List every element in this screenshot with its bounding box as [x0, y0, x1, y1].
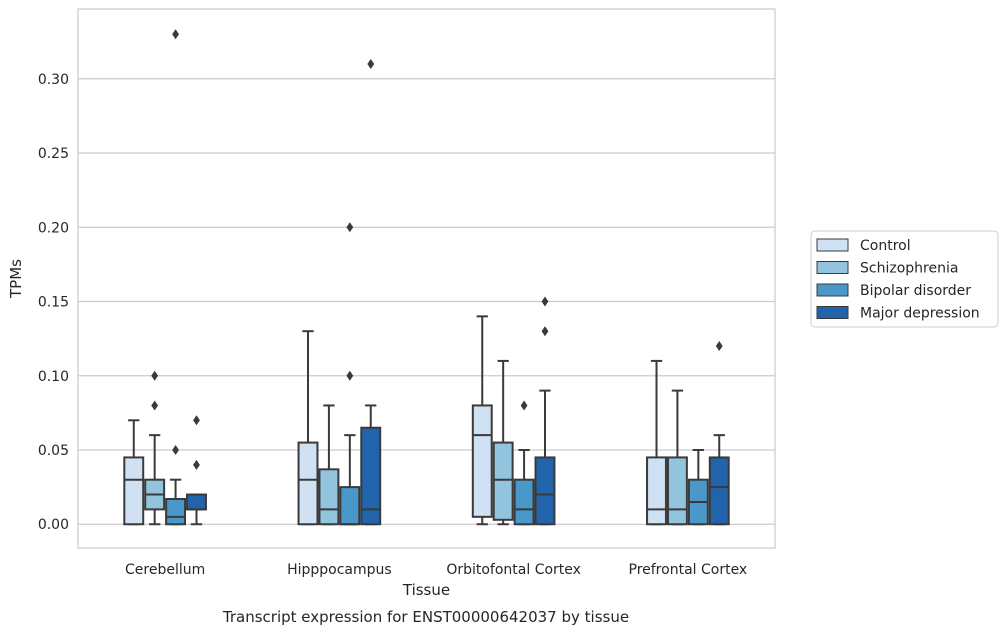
y-tick-label: 0.25: [38, 146, 69, 162]
y-axis-label: TPMs: [7, 259, 25, 299]
legend-label: Major depression: [860, 306, 980, 322]
outlier-point: [520, 400, 528, 411]
box-iqr: [165, 498, 187, 526]
legend-label: Schizophrenia: [860, 261, 958, 277]
legend-frame: [810, 230, 999, 328]
outlier-point: [193, 415, 200, 426]
box-cerebellum-bipolar-disorder: [165, 29, 187, 526]
x-tick-label: Prefrontal Cortex: [629, 562, 748, 578]
legend-swatch: [816, 238, 849, 252]
outlier-point: [541, 296, 549, 307]
outlier-point: [151, 400, 159, 411]
chart-caption: Transcript expression for ENST0000064203…: [222, 608, 629, 626]
box-iqr: [534, 456, 556, 526]
box-iqr: [471, 404, 493, 518]
box-iqr: [513, 478, 535, 526]
box-hipppocampus-schizophrenia: [318, 404, 340, 526]
box-iqr: [297, 441, 319, 526]
y-tick-label: 0.15: [38, 295, 69, 311]
box-iqr: [186, 493, 207, 511]
legend-swatch: [816, 261, 849, 274]
y-tick-label: 0.30: [38, 72, 69, 88]
box-iqr: [123, 456, 145, 526]
box-cerebellum-schizophrenia: [144, 370, 166, 526]
y-tick-labels: 0.00 0.05 0.10 0.15 0.20 0.25 0.30: [38, 72, 69, 533]
box-iqr: [360, 426, 382, 526]
y-tick-label: 0.05: [38, 443, 69, 459]
box-iqr: [708, 456, 730, 526]
y-tick-label: 0.10: [38, 369, 69, 385]
outlier-point: [715, 341, 723, 352]
box-hipppocampus-major-depression: [360, 58, 382, 526]
box-prefrontal-cortex-schizophrenia: [666, 389, 688, 526]
x-tick-labels: Cerebellum Hipppocampus Orbitofontal Corte…: [125, 562, 747, 578]
box-prefrontal-cortex-bipolar-disorder: [687, 449, 709, 526]
plot-frame: [77, 8, 776, 549]
legend-label: Bipolar disorder: [860, 283, 971, 299]
box-iqr: [339, 486, 361, 526]
outlier-point: [193, 459, 200, 470]
box-orbitofontal-cortex-schizophrenia: [492, 359, 514, 526]
outlier-point: [172, 29, 179, 40]
box-cerebellum-control: [123, 419, 145, 526]
box-hipppocampus-bipolar-disorder: [339, 222, 361, 526]
grid-lines: [78, 78, 775, 525]
box-orbitofontal-cortex-control: [471, 315, 493, 526]
x-tick-label: Hipppocampus: [287, 562, 392, 578]
y-tick-label: 0.00: [38, 517, 69, 533]
x-tick-label: Orbitofontal Cortex: [446, 562, 581, 578]
boxes-layer: [123, 29, 730, 526]
outlier-point: [172, 445, 179, 455]
box-prefrontal-cortex-major-depression: [708, 341, 730, 526]
box-iqr: [492, 441, 514, 521]
legend-label: Control: [860, 238, 911, 254]
box-orbitofontal-cortex-bipolar-disorder: [513, 400, 535, 526]
box-prefrontal-cortex-control: [646, 359, 667, 526]
x-tick-label: Cerebellum: [125, 562, 205, 578]
legend: Control Schizophrenia Bipolar disorder Majo…: [810, 230, 999, 328]
box-iqr: [666, 456, 688, 526]
legend-swatch: [816, 283, 849, 297]
outlier-point: [346, 222, 354, 233]
box-orbitofontal-cortex-major-depression: [534, 296, 556, 526]
box-hipppocampus-control: [297, 330, 319, 526]
outlier-point: [151, 370, 159, 381]
y-tick-label: 0.20: [38, 220, 69, 236]
outlier-point: [367, 58, 375, 69]
outlier-point: [541, 326, 549, 337]
outlier-point: [346, 370, 354, 381]
x-axis-label: Tissue: [402, 581, 450, 599]
box-cerebellum-major-depression: [186, 415, 207, 526]
box-iqr: [646, 456, 667, 526]
legend-swatch: [816, 306, 849, 319]
box-iqr: [318, 468, 340, 526]
